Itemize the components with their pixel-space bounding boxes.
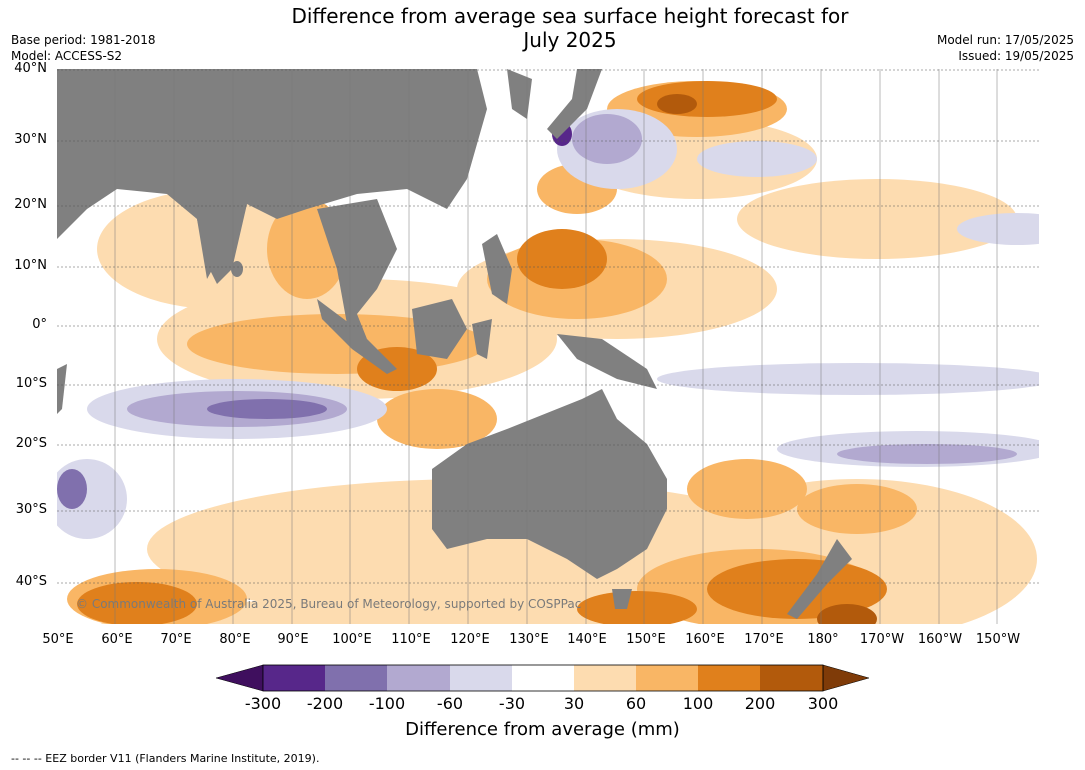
colour-legend <box>216 664 870 692</box>
lon-label-150w: 150°W <box>975 632 1021 647</box>
lon-label-180: 180° <box>807 632 839 647</box>
legend-title: Difference from average (mm) <box>405 719 680 740</box>
map-title: Difference from average sea surface heig… <box>270 4 870 52</box>
legend-tick-9: 200 <box>744 694 776 713</box>
legend-swatch-6 <box>574 665 636 691</box>
lon-label-100e: 100°E <box>332 632 372 647</box>
negative-anomaly <box>57 109 1039 539</box>
issued-date: Issued: 19/05/2025 <box>958 49 1074 63</box>
title-line-2: July 2025 <box>523 28 617 52</box>
lon-label-160w: 160°W <box>917 632 963 647</box>
legend-tick-4: -60 <box>436 694 464 713</box>
lon-label-80e: 80°E <box>219 632 251 647</box>
lat-label-40n: 40°N <box>14 61 47 76</box>
map-canvas <box>57 69 1039 624</box>
legend-swatch-highest <box>822 664 870 692</box>
lat-label-0: 0° <box>32 317 47 332</box>
lon-label-120e: 120°E <box>450 632 490 647</box>
meta-right: Model run: 17/05/2025 Issued: 19/05/2025 <box>937 32 1074 64</box>
lat-label-20n: 20°N <box>14 197 47 212</box>
title-line-1: Difference from average sea surface heig… <box>291 4 849 28</box>
legend-swatch-lowest <box>216 664 264 692</box>
lon-label-70e: 70°E <box>160 632 192 647</box>
lat-label-30s: 30°S <box>15 502 47 517</box>
base-period: Base period: 1981-2018 <box>11 33 156 47</box>
legend-swatch-9 <box>760 665 823 691</box>
lon-label-150e: 150°E <box>626 632 666 647</box>
lon-label-170w: 170°W <box>859 632 905 647</box>
legend-tick-7: 60 <box>625 694 647 713</box>
lon-label-170e: 170°E <box>744 632 784 647</box>
lon-label-60e: 60°E <box>101 632 133 647</box>
lon-label-130e: 130°E <box>509 632 549 647</box>
lat-label-20s: 20°S <box>15 436 47 451</box>
lat-label-10s: 10°S <box>15 376 47 391</box>
legend-swatch-5 <box>512 665 574 691</box>
legend-tick-3: -100 <box>368 694 406 713</box>
legend-swatch-4 <box>450 665 512 691</box>
legend-swatch-2 <box>325 665 387 691</box>
legend-swatch-1 <box>263 665 325 691</box>
lon-label-90e: 90°E <box>277 632 309 647</box>
copyright-notice: © Commonwealth of Australia 2025, Bureau… <box>76 597 582 611</box>
legend-tick-1: -300 <box>244 694 282 713</box>
legend-tick-10: 300 <box>807 694 839 713</box>
lon-label-50e: 50°E <box>42 632 74 647</box>
legend-tick-5: -30 <box>498 694 526 713</box>
meridians <box>114 69 998 624</box>
legend-tick-6: 30 <box>563 694 585 713</box>
lat-label-30n: 30°N <box>14 132 47 147</box>
lon-label-110e: 110°E <box>391 632 431 647</box>
legend-tick-2: -200 <box>306 694 344 713</box>
forecast-map <box>57 69 1039 624</box>
lon-label-140e: 140°E <box>567 632 607 647</box>
meta-left: Base period: 1981-2018 Model: ACCESS-S2 <box>11 32 156 64</box>
legend-tick-8: 100 <box>682 694 714 713</box>
legend-swatch-8 <box>698 665 760 691</box>
lat-label-40s: 40°S <box>15 574 47 589</box>
legend-swatch-3 <box>387 665 450 691</box>
legend-swatch-7 <box>636 665 698 691</box>
model-name: Model: ACCESS-S2 <box>11 49 123 63</box>
eez-footnote: -- -- -- EEZ border V11 (Flanders Marine… <box>11 752 320 765</box>
lon-label-160e: 160°E <box>685 632 725 647</box>
lat-label-10n: 10°N <box>14 258 47 273</box>
model-run: Model run: 17/05/2025 <box>936 33 1074 47</box>
land <box>57 69 852 619</box>
